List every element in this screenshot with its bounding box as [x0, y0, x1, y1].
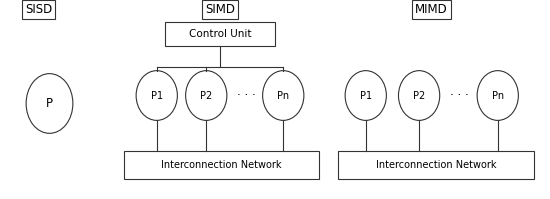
FancyBboxPatch shape	[338, 151, 534, 179]
Ellipse shape	[186, 71, 227, 120]
Text: P: P	[46, 97, 53, 110]
FancyBboxPatch shape	[165, 22, 275, 46]
Text: · · ·: · · ·	[450, 89, 469, 102]
Ellipse shape	[477, 71, 518, 120]
Text: Interconnection Network: Interconnection Network	[376, 160, 496, 170]
Ellipse shape	[345, 71, 386, 120]
FancyBboxPatch shape	[124, 151, 319, 179]
Text: Control Unit: Control Unit	[189, 29, 251, 39]
Text: MIMD: MIMD	[415, 3, 448, 17]
Text: SIMD: SIMD	[205, 3, 235, 17]
Text: · · ·: · · ·	[237, 89, 256, 102]
Ellipse shape	[136, 71, 177, 120]
Text: P2: P2	[413, 91, 425, 100]
Text: SISD: SISD	[25, 3, 52, 17]
Text: Pn: Pn	[492, 91, 504, 100]
Text: Interconnection Network: Interconnection Network	[161, 160, 282, 170]
Ellipse shape	[263, 71, 304, 120]
Text: Pn: Pn	[277, 91, 289, 100]
Text: P1: P1	[151, 91, 163, 100]
Ellipse shape	[398, 71, 440, 120]
Text: P1: P1	[360, 91, 372, 100]
Ellipse shape	[26, 74, 73, 133]
Text: P2: P2	[200, 91, 212, 100]
